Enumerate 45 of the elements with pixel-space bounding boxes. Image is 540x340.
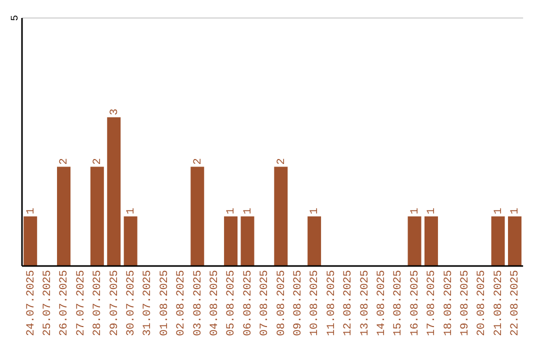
x-tick-label: 24.07.2025 — [25, 270, 38, 336]
x-tick-label: 17.08.2025 — [426, 270, 438, 336]
x-tick-label: 10.08.2025 — [309, 270, 322, 336]
x-tick-label: 09.08.2025 — [292, 270, 305, 336]
data-label: 1 — [226, 207, 238, 214]
data-label: 2 — [276, 158, 288, 165]
data-label: 2 — [92, 158, 104, 165]
ref-line-label: 5 — [10, 14, 22, 22]
data-label: 1 — [125, 207, 138, 214]
x-tick-label: 26.07.2025 — [58, 270, 71, 336]
x-tick-label: 25.07.2025 — [42, 270, 54, 336]
x-tick-label: 14.08.2025 — [376, 270, 388, 336]
x-tick-label: 05.08.2025 — [226, 270, 238, 336]
data-label: 1 — [409, 207, 422, 214]
data-label: 3 — [108, 108, 121, 116]
data-label: 1 — [242, 207, 254, 214]
data-label: 1 — [309, 207, 322, 214]
x-tick-label: 22.08.2025 — [510, 270, 522, 336]
x-tick-label: 28.07.2025 — [92, 270, 104, 336]
data-label: 1 — [510, 207, 522, 214]
data-label: 1 — [426, 207, 438, 214]
x-tick-label: 31.07.2025 — [142, 270, 154, 336]
x-tick-label: 20.08.2025 — [476, 270, 488, 336]
x-tick-label: 04.08.2025 — [208, 270, 221, 336]
x-tick-label: 02.08.2025 — [176, 270, 188, 336]
data-label: 1 — [492, 207, 505, 214]
data-label: 2 — [192, 158, 204, 165]
x-tick-label: 27.07.2025 — [75, 270, 88, 336]
x-tick-label: 13.08.2025 — [359, 270, 372, 336]
x-tick-label: 06.08.2025 — [242, 270, 254, 336]
x-tick-label: 12.08.2025 — [342, 270, 355, 336]
data-label: 1 — [25, 207, 38, 214]
x-tick-label: 21.08.2025 — [492, 270, 505, 336]
x-tick-label: 11.08.2025 — [326, 270, 338, 336]
x-tick-label: 30.07.2025 — [125, 270, 138, 336]
x-tick-label: 29.07.2025 — [108, 270, 121, 336]
x-tick-label: 03.08.2025 — [192, 270, 204, 336]
x-tick-label: 15.08.2025 — [392, 270, 405, 336]
x-tick-label: 19.08.2025 — [460, 270, 472, 336]
data-label: 2 — [58, 158, 71, 165]
x-tick-label: 08.08.2025 — [276, 270, 288, 336]
x-tick-label: 18.08.2025 — [442, 270, 455, 336]
x-tick-label: 07.08.2025 — [259, 270, 272, 336]
x-tick-label: 01.08.2025 — [158, 270, 171, 336]
x-tick-label: 16.08.2025 — [409, 270, 422, 336]
